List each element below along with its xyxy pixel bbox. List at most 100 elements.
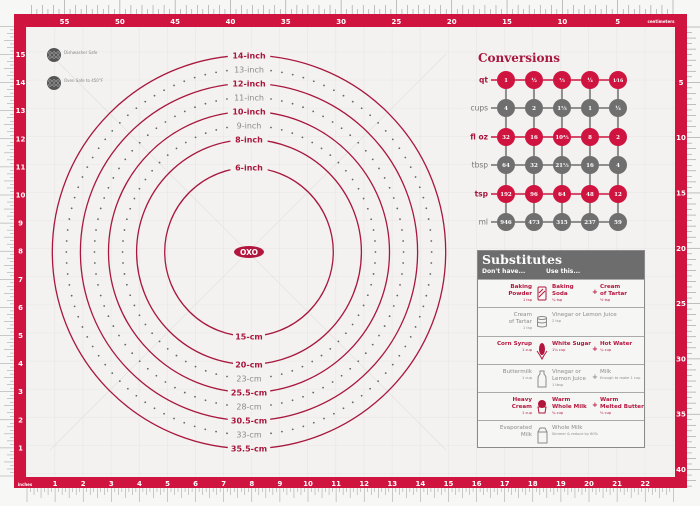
dot (144, 323, 147, 326)
dot (377, 121, 380, 124)
have-quantity: 1 tsp (523, 326, 532, 331)
dot (65, 262, 68, 264)
dot (194, 365, 197, 368)
plus-sign: + (592, 288, 598, 296)
dot (215, 373, 218, 376)
dot (311, 141, 314, 144)
dot (126, 387, 129, 390)
dot (122, 240, 124, 242)
circle-inch-label: 9-inch (237, 122, 262, 131)
dot (281, 71, 283, 74)
top-ruler-label: 25 (392, 18, 402, 26)
circle-cm-label: 15-cm (235, 332, 263, 341)
dot (351, 178, 354, 181)
have-quantity: 1 cup (522, 411, 532, 416)
dot (131, 149, 134, 152)
dot (425, 294, 428, 297)
dot (329, 347, 332, 350)
top-ruler-label: 10 (557, 18, 567, 26)
left-ruler-label: 14 (16, 79, 26, 87)
use-quantity: Simmer & reduce by 60% (552, 432, 599, 437)
circle-inch-label: 11-inch (234, 93, 264, 102)
oven-icon (47, 76, 61, 90)
dot (388, 315, 391, 318)
use2-line: Warm (600, 397, 619, 404)
dot (427, 218, 430, 220)
conversion-node (553, 213, 571, 231)
circle-inch-label: 8-inch (235, 136, 263, 145)
circle-cm-label: 28-cm (236, 403, 261, 412)
corn-icon (536, 342, 548, 360)
unit-label-qt: qt (479, 76, 488, 85)
circle-inch-label: 13-inch (234, 65, 264, 74)
use-this-item: Warm Whole Milk ¾ cup (552, 397, 587, 416)
conversion-node (609, 156, 627, 174)
dont-have-item: Buttermilk 1 cup (503, 369, 532, 381)
dot (401, 229, 403, 231)
unit-label-tbsp: tbsp (472, 161, 489, 170)
substitute-row: Cream of Tartar 1 tsp Vinegar or Lemon Jui… (478, 307, 644, 335)
dot (174, 115, 176, 118)
dot (430, 240, 433, 242)
dot (70, 294, 73, 297)
dot (362, 197, 365, 200)
dot (81, 326, 84, 328)
dot (204, 73, 207, 76)
left-ruler-label: 4 (18, 360, 23, 368)
dont-have-item: Corn Syrup 1 cup (497, 341, 532, 353)
conversion-value: 1 (588, 106, 592, 112)
dot (366, 294, 369, 297)
use-this-item: Vinegar or Lemon Juice 1 tbsp (552, 369, 586, 388)
dot (104, 363, 107, 366)
dot (158, 161, 161, 164)
dot (344, 332, 347, 335)
dot (66, 273, 69, 275)
dot (135, 394, 138, 397)
conversion-node (581, 128, 599, 146)
dot (99, 207, 102, 210)
conversion-node (609, 213, 627, 231)
bottom-ruler-label: 19 (556, 480, 566, 488)
right-ruler-label: 35 (676, 411, 686, 419)
dot (193, 76, 196, 79)
dot (204, 369, 207, 372)
column-dont-have: Don't have... (482, 268, 526, 275)
dot (164, 381, 167, 383)
bottom-ruler-label: 8 (249, 480, 254, 488)
use-quantity: ¾ cup (552, 411, 564, 416)
use-this-item: Baking Soda ¼ tsp (552, 284, 574, 303)
dot (158, 340, 161, 343)
left-ruler-label: 8 (18, 248, 23, 256)
badge-label: Dishwasher Safe (64, 50, 98, 55)
bottom-ruler-label: 1 (53, 480, 58, 488)
substitutes-header: Substitutes Don't have... Use this... (478, 251, 644, 279)
top-ruler-label: 55 (60, 18, 70, 26)
use-line: White Sugar (552, 340, 592, 347)
dot (391, 363, 394, 366)
use-this-item: Whole Milk Simmer & reduce by 60% (552, 425, 598, 437)
dot (104, 138, 107, 141)
dot (173, 84, 175, 87)
right-ruler-label: 25 (676, 300, 686, 308)
dot (166, 154, 169, 157)
use-quantity: 1¼ cup (552, 347, 566, 352)
use2-quantity: ¼ cup (600, 347, 612, 352)
dot (364, 149, 367, 152)
conversion-value: 4 (504, 106, 508, 112)
dot (226, 432, 228, 435)
dot (392, 197, 395, 199)
use2-line: of Tartar (600, 291, 628, 297)
dot (340, 127, 343, 130)
bottom-ruler-label: 9 (277, 480, 282, 488)
dot (337, 340, 340, 343)
left-ruler-label: 11 (16, 163, 26, 171)
dot (312, 391, 315, 394)
dot (175, 354, 178, 357)
dot (138, 141, 141, 144)
dot (183, 421, 186, 424)
conversion-node (497, 185, 515, 203)
conversion-value: 8 (588, 135, 592, 141)
top-ruler-label: 35 (281, 18, 291, 26)
conversion-node (581, 213, 599, 231)
unit-label-fl-oz: fl oz (470, 133, 488, 142)
